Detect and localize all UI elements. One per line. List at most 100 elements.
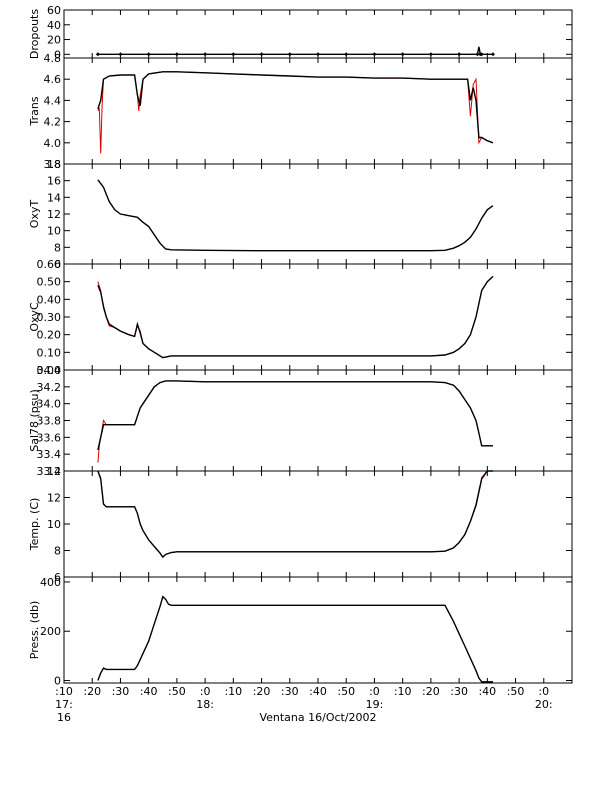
data-point — [344, 52, 349, 57]
data-point — [479, 52, 484, 57]
y-axis-title: OxyC — [28, 302, 41, 332]
panel-6: 400 200 0 Press. (db) — [28, 576, 573, 688]
y-tick-label: 0.40 — [37, 293, 62, 306]
y-tick-label: 33.2 — [37, 465, 62, 478]
y-tick-label: 33.8 — [37, 415, 62, 428]
series-line — [97, 380, 493, 451]
y-tick-label: 6 — [54, 571, 61, 584]
y-tick-label: 12 — [47, 208, 61, 221]
x-tick-label: :40 — [309, 685, 327, 698]
y-axis-title: Sal78 (psu) — [28, 389, 41, 452]
panel-frame — [63, 9, 573, 59]
x-tick-label: :20 — [83, 685, 101, 698]
y-tick-label: 60 — [47, 4, 61, 17]
x-tick-label: :10 — [394, 685, 412, 698]
x-axis-title: Ventana 16/Oct/2002 — [259, 711, 376, 724]
series-line — [97, 595, 493, 683]
data-point — [146, 52, 151, 57]
y-tick-label: 8 — [54, 241, 61, 254]
data-point — [174, 52, 179, 57]
data-point — [95, 52, 100, 57]
y-tick-label: 14 — [47, 465, 61, 478]
y-axis-title: Dropouts — [28, 9, 41, 59]
x-tick-label: :0 — [538, 685, 549, 698]
data-point — [400, 52, 405, 57]
y-tick-label: 12 — [47, 492, 61, 505]
y-tick-label: 0.20 — [37, 329, 62, 342]
y-tick-label: 33.6 — [37, 431, 62, 444]
x-tick-label: :50 — [337, 685, 355, 698]
x-tick-label: :10 — [224, 685, 242, 698]
x-tick-hour-label: 19: — [366, 698, 384, 711]
data-point — [287, 52, 292, 57]
x-tick-label: :0 — [200, 685, 211, 698]
y-tick-label: 4.4 — [44, 94, 62, 107]
y-axis-title: Temp. (C) — [28, 498, 41, 552]
series-line — [97, 470, 493, 558]
x-tick-hour-label: 17: — [55, 698, 73, 711]
x-tick-label: :50 — [507, 685, 525, 698]
y-tick-label: 0 — [54, 48, 61, 61]
x-tick-label: :30 — [281, 685, 299, 698]
data-point — [203, 52, 208, 57]
y-tick-label: 400 — [40, 576, 61, 589]
series-line — [97, 179, 494, 252]
data-point — [316, 52, 320, 57]
data-point — [372, 52, 377, 57]
series-line — [97, 71, 494, 154]
panel-5: 14 12 10 8 6 Temp. (C) — [28, 465, 573, 584]
y-tick-label: 10 — [47, 225, 61, 238]
y-tick-label: 4.0 — [44, 137, 62, 150]
y-tick-label: 40 — [47, 19, 61, 32]
y-tick-label: 34.4 — [37, 364, 62, 377]
y-tick-label: 0 — [54, 675, 61, 688]
data-point — [475, 52, 480, 57]
series-line — [97, 275, 494, 359]
y-tick-label: 0.50 — [37, 276, 62, 289]
y-tick-label: 3.8 — [44, 158, 62, 171]
series-line — [97, 470, 493, 559]
x-tick-hour-label: 18: — [196, 698, 214, 711]
panel-frame — [63, 163, 573, 265]
x-tick-label: :50 — [168, 685, 186, 698]
y-tick-label: 16 — [47, 175, 61, 188]
x-tick-label: :20 — [422, 685, 440, 698]
panel-3: 0.60 0.50 0.40 0.30 0.20 0.10 0.00 OxyC — [28, 258, 573, 377]
x-tick-day-label: 16 — [57, 711, 71, 724]
x-axis: :1017:16:20:30:40:50:018::10:20:30:40:50… — [55, 685, 552, 724]
y-tick-label: 0.60 — [37, 258, 62, 271]
x-tick-label: :30 — [450, 685, 468, 698]
y-tick-label: 8 — [54, 545, 61, 558]
data-point — [231, 52, 236, 57]
y-tick-label: 33.4 — [37, 448, 62, 461]
data-point — [490, 52, 495, 57]
y-axis-title: OxyT — [28, 200, 41, 229]
panel-frame — [63, 57, 573, 165]
y-tick-label: 14 — [47, 191, 61, 204]
y-axis-title: Press. (db) — [28, 601, 41, 660]
data-point — [428, 52, 433, 57]
series-line — [97, 46, 493, 55]
panel-frame — [63, 263, 573, 371]
x-tick-label: :40 — [478, 685, 496, 698]
series-line — [97, 71, 494, 144]
data-point — [259, 52, 264, 57]
x-tick-label: :10 — [55, 685, 73, 698]
x-tick-label: :0 — [369, 685, 380, 698]
y-tick-label: 34.2 — [37, 381, 62, 394]
y-tick-label: 20 — [47, 34, 61, 47]
panel-frame — [63, 369, 573, 472]
y-tick-label: 10 — [47, 518, 61, 531]
y-tick-label: 6 — [54, 258, 61, 271]
y-axis-title: Trans — [28, 96, 41, 126]
y-tick-label: 4.6 — [44, 73, 62, 86]
panel-0: 60 40 200 Dropouts — [28, 4, 573, 61]
y-tick-label: 0.10 — [37, 346, 62, 359]
x-tick-label: :40 — [140, 685, 158, 698]
data-point — [457, 52, 462, 57]
y-tick-label: 4.2 — [44, 116, 62, 129]
panel-2: 18 16 14 12 10 8 6 OxyT — [28, 158, 573, 271]
series-line — [97, 380, 493, 463]
